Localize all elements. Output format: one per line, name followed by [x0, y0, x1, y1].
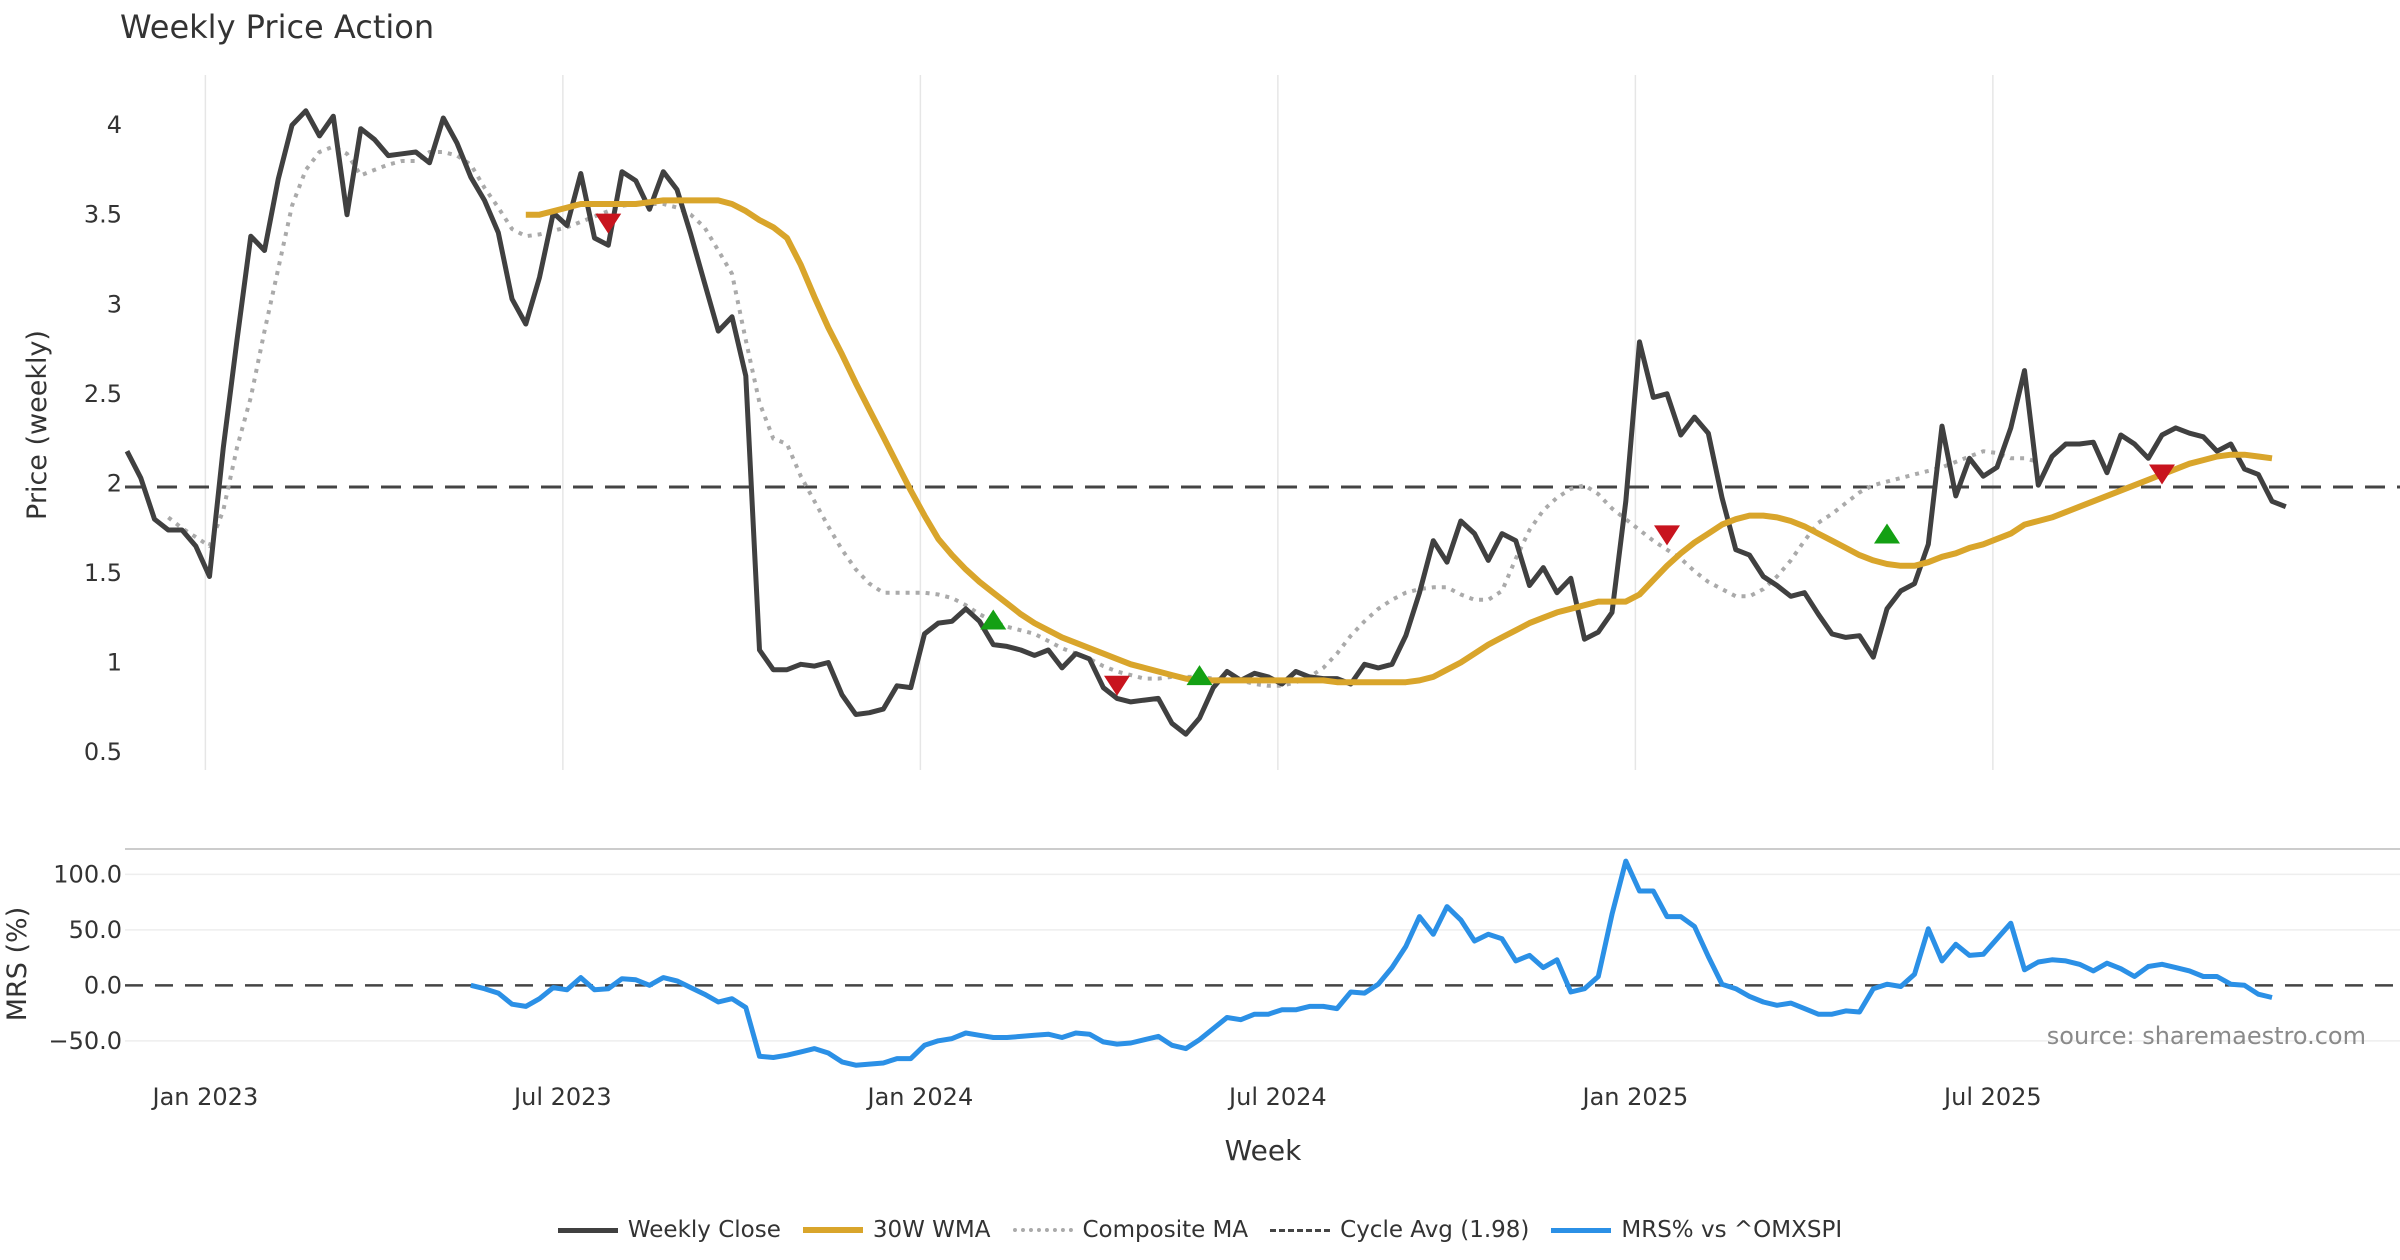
legend-item-weekly-close: Weekly Close: [557, 1217, 781, 1243]
sell-signal-marker: [1104, 675, 1130, 696]
weekly-price-chart: Weekly Price Action 0.5 1 1.5 2 2.5 3 3.5 4 Pri…: [2, 8, 2400, 1167]
mrs-line: [470, 858, 2273, 1068]
mrs-y-ticks: 100.0 50.0 0.0 −50.0: [48, 860, 122, 1054]
legend-item-wma: 30W WMA: [802, 1217, 991, 1243]
price-y-tick-label: 2.5: [84, 380, 122, 408]
legend-label-close: Weekly Close: [627, 1217, 781, 1243]
chart-title: Weekly Price Action: [120, 8, 434, 46]
sell-signal-marker: [1654, 525, 1680, 546]
mrs-grid: [125, 873, 2400, 1042]
mrs-y-tick-label: 50.0: [69, 916, 122, 944]
legend-label-composite: Composite MA: [1082, 1217, 1249, 1243]
price-y-tick-label: 2: [107, 469, 122, 497]
price-y-tick-label: 1: [107, 649, 122, 677]
signal-markers: [595, 213, 2175, 696]
wma-30w-line: [525, 197, 2273, 686]
legend-swatch-mrs: [1551, 1227, 1612, 1233]
price-y-axis-label: Price (weekly): [22, 330, 53, 520]
legend-label-wma: 30W WMA: [872, 1217, 991, 1243]
legend-swatch-cycle: [1270, 1228, 1331, 1232]
legend-swatch-wma: [802, 1227, 863, 1233]
x-tick-label: Jul 2023: [512, 1083, 612, 1111]
composite-ma-line: [167, 144, 2039, 688]
price-y-tick-label: 3.5: [84, 201, 122, 229]
buy-signal-marker: [1186, 665, 1213, 686]
legend: Weekly Close 30W WMA Composite MA Cycle …: [0, 1212, 2400, 1248]
buy-signal-marker: [1874, 523, 1900, 544]
x-tick-label: Jan 2023: [151, 1083, 259, 1111]
sell-signal-marker: [595, 213, 622, 234]
x-axis-ticks: Jan 2023 Jul 2023 Jan 2024 Jul 2024 Jan 2025…: [151, 1083, 2042, 1111]
x-tick-label: Jan 2024: [866, 1083, 974, 1111]
x-tick-label: Jan 2025: [1581, 1083, 1689, 1111]
legend-label-cycle: Cycle Avg (1.98): [1340, 1217, 1530, 1243]
legend-swatch-close: [557, 1227, 618, 1233]
buy-signal-marker: [980, 609, 1007, 630]
price-y-tick-label: 1.5: [84, 559, 122, 587]
price-y-tick-label: 3: [107, 290, 122, 318]
legend-item-composite: Composite MA: [1012, 1217, 1249, 1243]
mrs-y-tick-label: 0.0: [84, 971, 122, 999]
legend-item-mrs: MRS% vs ^OMXSPI: [1551, 1217, 1842, 1243]
legend-item-cycle: Cycle Avg (1.98): [1270, 1217, 1529, 1243]
mrs-y-tick-label: 100.0: [53, 860, 122, 888]
x-axis-label: Week: [1225, 1134, 1302, 1167]
x-tick-label: Jul 2025: [1942, 1083, 2042, 1111]
price-y-tick-label: 0.5: [84, 738, 122, 766]
legend-label-mrs: MRS% vs ^OMXSPI: [1621, 1217, 1843, 1243]
mrs-y-tick-label: −50.0: [48, 1027, 122, 1055]
price-y-tick-label: 4: [107, 111, 122, 139]
sell-signal-marker: [2149, 464, 2175, 485]
legend-swatch-composite: [1012, 1228, 1073, 1232]
price-y-ticks: 0.5 1 1.5 2 2.5 3 3.5 4: [84, 111, 122, 766]
x-tick-label: Jul 2024: [1227, 1083, 1327, 1111]
weekly-close-line: [124, 108, 2287, 737]
mrs-y-axis-label: MRS (%): [2, 907, 33, 1022]
price-grid: [204, 75, 1994, 770]
source-annotation: source: sharemaestro.com: [2047, 1022, 2366, 1050]
